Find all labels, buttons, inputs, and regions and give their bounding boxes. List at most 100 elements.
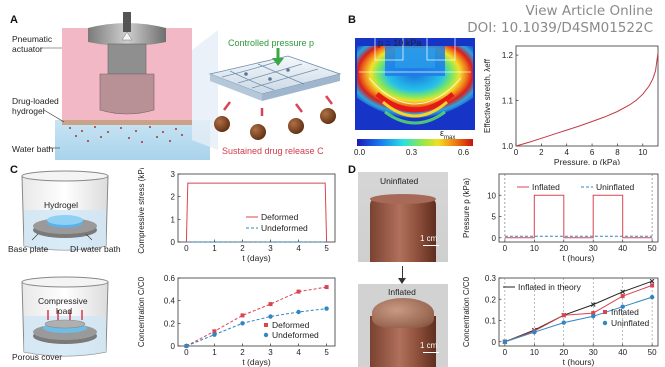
stress-ytick-label-1: 1 bbox=[171, 215, 176, 224]
arrow-down-head bbox=[398, 278, 406, 284]
stress-legend-deformed: Deformed bbox=[261, 212, 299, 222]
photo-inflated bbox=[358, 284, 448, 367]
concentration_c-xtick-label-0: 0 bbox=[184, 348, 189, 357]
stress-xtick-label-5: 5 bbox=[324, 244, 329, 253]
stretch-ytick-label-2: 1.2 bbox=[502, 51, 514, 60]
conc-d-inflated-point-4 bbox=[620, 294, 625, 299]
conc-d-legend-uninflated: Uninflated bbox=[611, 318, 650, 328]
stress-xtick-label-3: 3 bbox=[268, 244, 273, 253]
stress-deformed-line bbox=[185, 182, 328, 243]
stress-ytick-label-2: 2 bbox=[171, 193, 176, 202]
concentration_c-ytick-label-2: 0.4 bbox=[164, 297, 176, 306]
concentration_c-xtick-label-4: 4 bbox=[296, 348, 301, 357]
colorbar-sub: max bbox=[444, 134, 456, 141]
scale-bar-2 bbox=[423, 352, 439, 353]
conc-c-legend-undeformed: Undeformed bbox=[272, 330, 319, 340]
label-c-porous-cover: Porous cover bbox=[12, 352, 63, 362]
watermark-view-article[interactable]: View Article Online bbox=[525, 3, 653, 19]
pressure_d-ylabel: Pressure p (kPa) bbox=[462, 178, 471, 238]
photo-uninflated-top bbox=[370, 194, 436, 204]
concentration_d-ytick-label-3: 0.3 bbox=[485, 274, 497, 283]
colorbar-tick-0: 0.0 bbox=[354, 148, 366, 157]
concentration_c-ytick-label-0: 0 bbox=[171, 342, 176, 351]
photo-uninflated bbox=[358, 172, 448, 262]
pressure_d-xtick-label-4: 40 bbox=[618, 244, 627, 253]
watermark: View Article Online DOI: 10.1039/D4SM015… bbox=[467, 3, 653, 37]
label-d-inflated: Inflated bbox=[388, 287, 416, 297]
label-water-bath: Water bath bbox=[12, 144, 54, 154]
pressure_d-ytick-label-1: 5 bbox=[492, 213, 497, 222]
pressure_d-ytick-label-0: 0 bbox=[492, 234, 497, 243]
fea-simulation bbox=[355, 38, 475, 146]
concentration_d-xtick-label-1: 10 bbox=[530, 348, 539, 357]
label-actuator: actuator bbox=[12, 44, 43, 54]
concentration_d-xtick-label-4: 40 bbox=[618, 348, 627, 357]
pressure-d-inflated-line bbox=[504, 194, 653, 239]
watermark-doi[interactable]: DOI: 10.1039/D4SM01522C bbox=[467, 20, 653, 36]
stretch-frame bbox=[515, 45, 659, 147]
conc-d-inflated-point-2 bbox=[561, 313, 566, 318]
label-pneumatic: Pneumatic bbox=[12, 34, 53, 44]
concentration_d-ytick-label-0: 0 bbox=[492, 338, 497, 347]
concentration_d-ytick-label-2: 0.2 bbox=[485, 295, 497, 304]
conc-d-legend-theory: Inflated in theory bbox=[518, 282, 582, 292]
fea-pressure-note: p = 10 kPa bbox=[378, 38, 422, 48]
concentration_d-xtick-label-5: 50 bbox=[648, 348, 657, 357]
pressure_d-xtick-label-3: 30 bbox=[589, 244, 598, 253]
label-d-uninflated: Uninflated bbox=[380, 176, 419, 186]
pressure_d-frame bbox=[498, 173, 659, 243]
stretch-xtick-label-2: 4 bbox=[564, 148, 569, 157]
stress-xtick-label-4: 4 bbox=[296, 244, 301, 253]
conc-d-theory-line bbox=[504, 280, 653, 343]
conc-d-uninflated-point-0 bbox=[502, 339, 508, 344]
colorbar-label: εmax bbox=[440, 128, 455, 141]
scale-bar-label-1: 1 cm bbox=[420, 234, 438, 243]
panel-label-c: C bbox=[10, 164, 18, 176]
pressure-d-legend-inflated: Inflated bbox=[532, 182, 560, 192]
conc-d-theory-point-5 bbox=[649, 278, 655, 284]
stress-ytick-label-3: 3 bbox=[171, 170, 176, 179]
pressure_d-ytick-label-2: 10 bbox=[487, 191, 496, 200]
conc-d-legend-inflated-swatch bbox=[603, 310, 607, 314]
conc-c-undeformed-point-3 bbox=[268, 314, 273, 319]
colorbar-tick-2: 0.6 bbox=[458, 148, 470, 157]
stretch-ytick-label-1: 1.1 bbox=[502, 97, 514, 106]
concentration_c-ytick-label-1: 0.2 bbox=[164, 319, 176, 328]
conc-c-legend-deformed: Deformed bbox=[272, 320, 310, 330]
concentration_c-frame bbox=[177, 277, 336, 347]
panel-c-beakers bbox=[21, 170, 109, 357]
stretch-ylabel: Effective stretch, λeff bbox=[483, 58, 492, 133]
chart-effective-stretch: 0 2 4 6 8 10 1.0 1.1 1.2 Pressure, p (kPa) Effecti… bbox=[483, 45, 659, 165]
conc-d-legend-inflated: Inflated bbox=[611, 307, 639, 317]
scale-bar-1 bbox=[423, 245, 439, 246]
panel-label-d: D bbox=[348, 164, 356, 176]
stress-legend-undeformed: Undeformed bbox=[261, 223, 308, 233]
conc-c-deformed-line bbox=[186, 286, 327, 347]
concentration_d-xtick-label-2: 20 bbox=[559, 348, 568, 357]
conc-d-inflated-point-3 bbox=[591, 311, 596, 316]
pressure_d-xtick-label-0: 0 bbox=[503, 244, 508, 253]
concentration_c-xlabel: t (days) bbox=[242, 357, 271, 367]
conc-c-legend-deformed-swatch bbox=[264, 323, 268, 327]
stress-ylabel: Compressive stress (kPa) bbox=[137, 168, 146, 254]
label-drug-loaded: Drug-loaded bbox=[12, 96, 59, 106]
conc-d-inflated-point-5 bbox=[650, 283, 655, 288]
label-hydrogel: hydrogel bbox=[12, 106, 45, 116]
photo-inflated-dome bbox=[372, 298, 434, 328]
drug-particles bbox=[214, 108, 336, 140]
stress-frame bbox=[177, 173, 336, 243]
conc-d-uninflated-point-1 bbox=[532, 329, 537, 335]
conc-d-legend-uninflated-swatch bbox=[602, 320, 608, 326]
label-c-load: load bbox=[56, 306, 73, 316]
conc-d-uninflated-point-4 bbox=[620, 304, 625, 309]
stress-ytick-label-0: 0 bbox=[171, 238, 176, 247]
water-bath-shape bbox=[55, 120, 210, 160]
pressure_d-xlabel: t (hours) bbox=[563, 253, 595, 263]
photo-uninflated-cylinder bbox=[370, 197, 436, 262]
chart-concentration-d: 0 10 20 30 40 50 0 0.1 0.2 0.3 t (hours) Concentrat… bbox=[462, 274, 659, 367]
conc-c-undeformed-point-2 bbox=[240, 321, 245, 326]
conc-d-uninflated-line bbox=[504, 296, 653, 343]
label-c-di-water: DI water bath bbox=[70, 244, 121, 254]
pressure_d-xtick-label-1: 10 bbox=[530, 244, 539, 253]
